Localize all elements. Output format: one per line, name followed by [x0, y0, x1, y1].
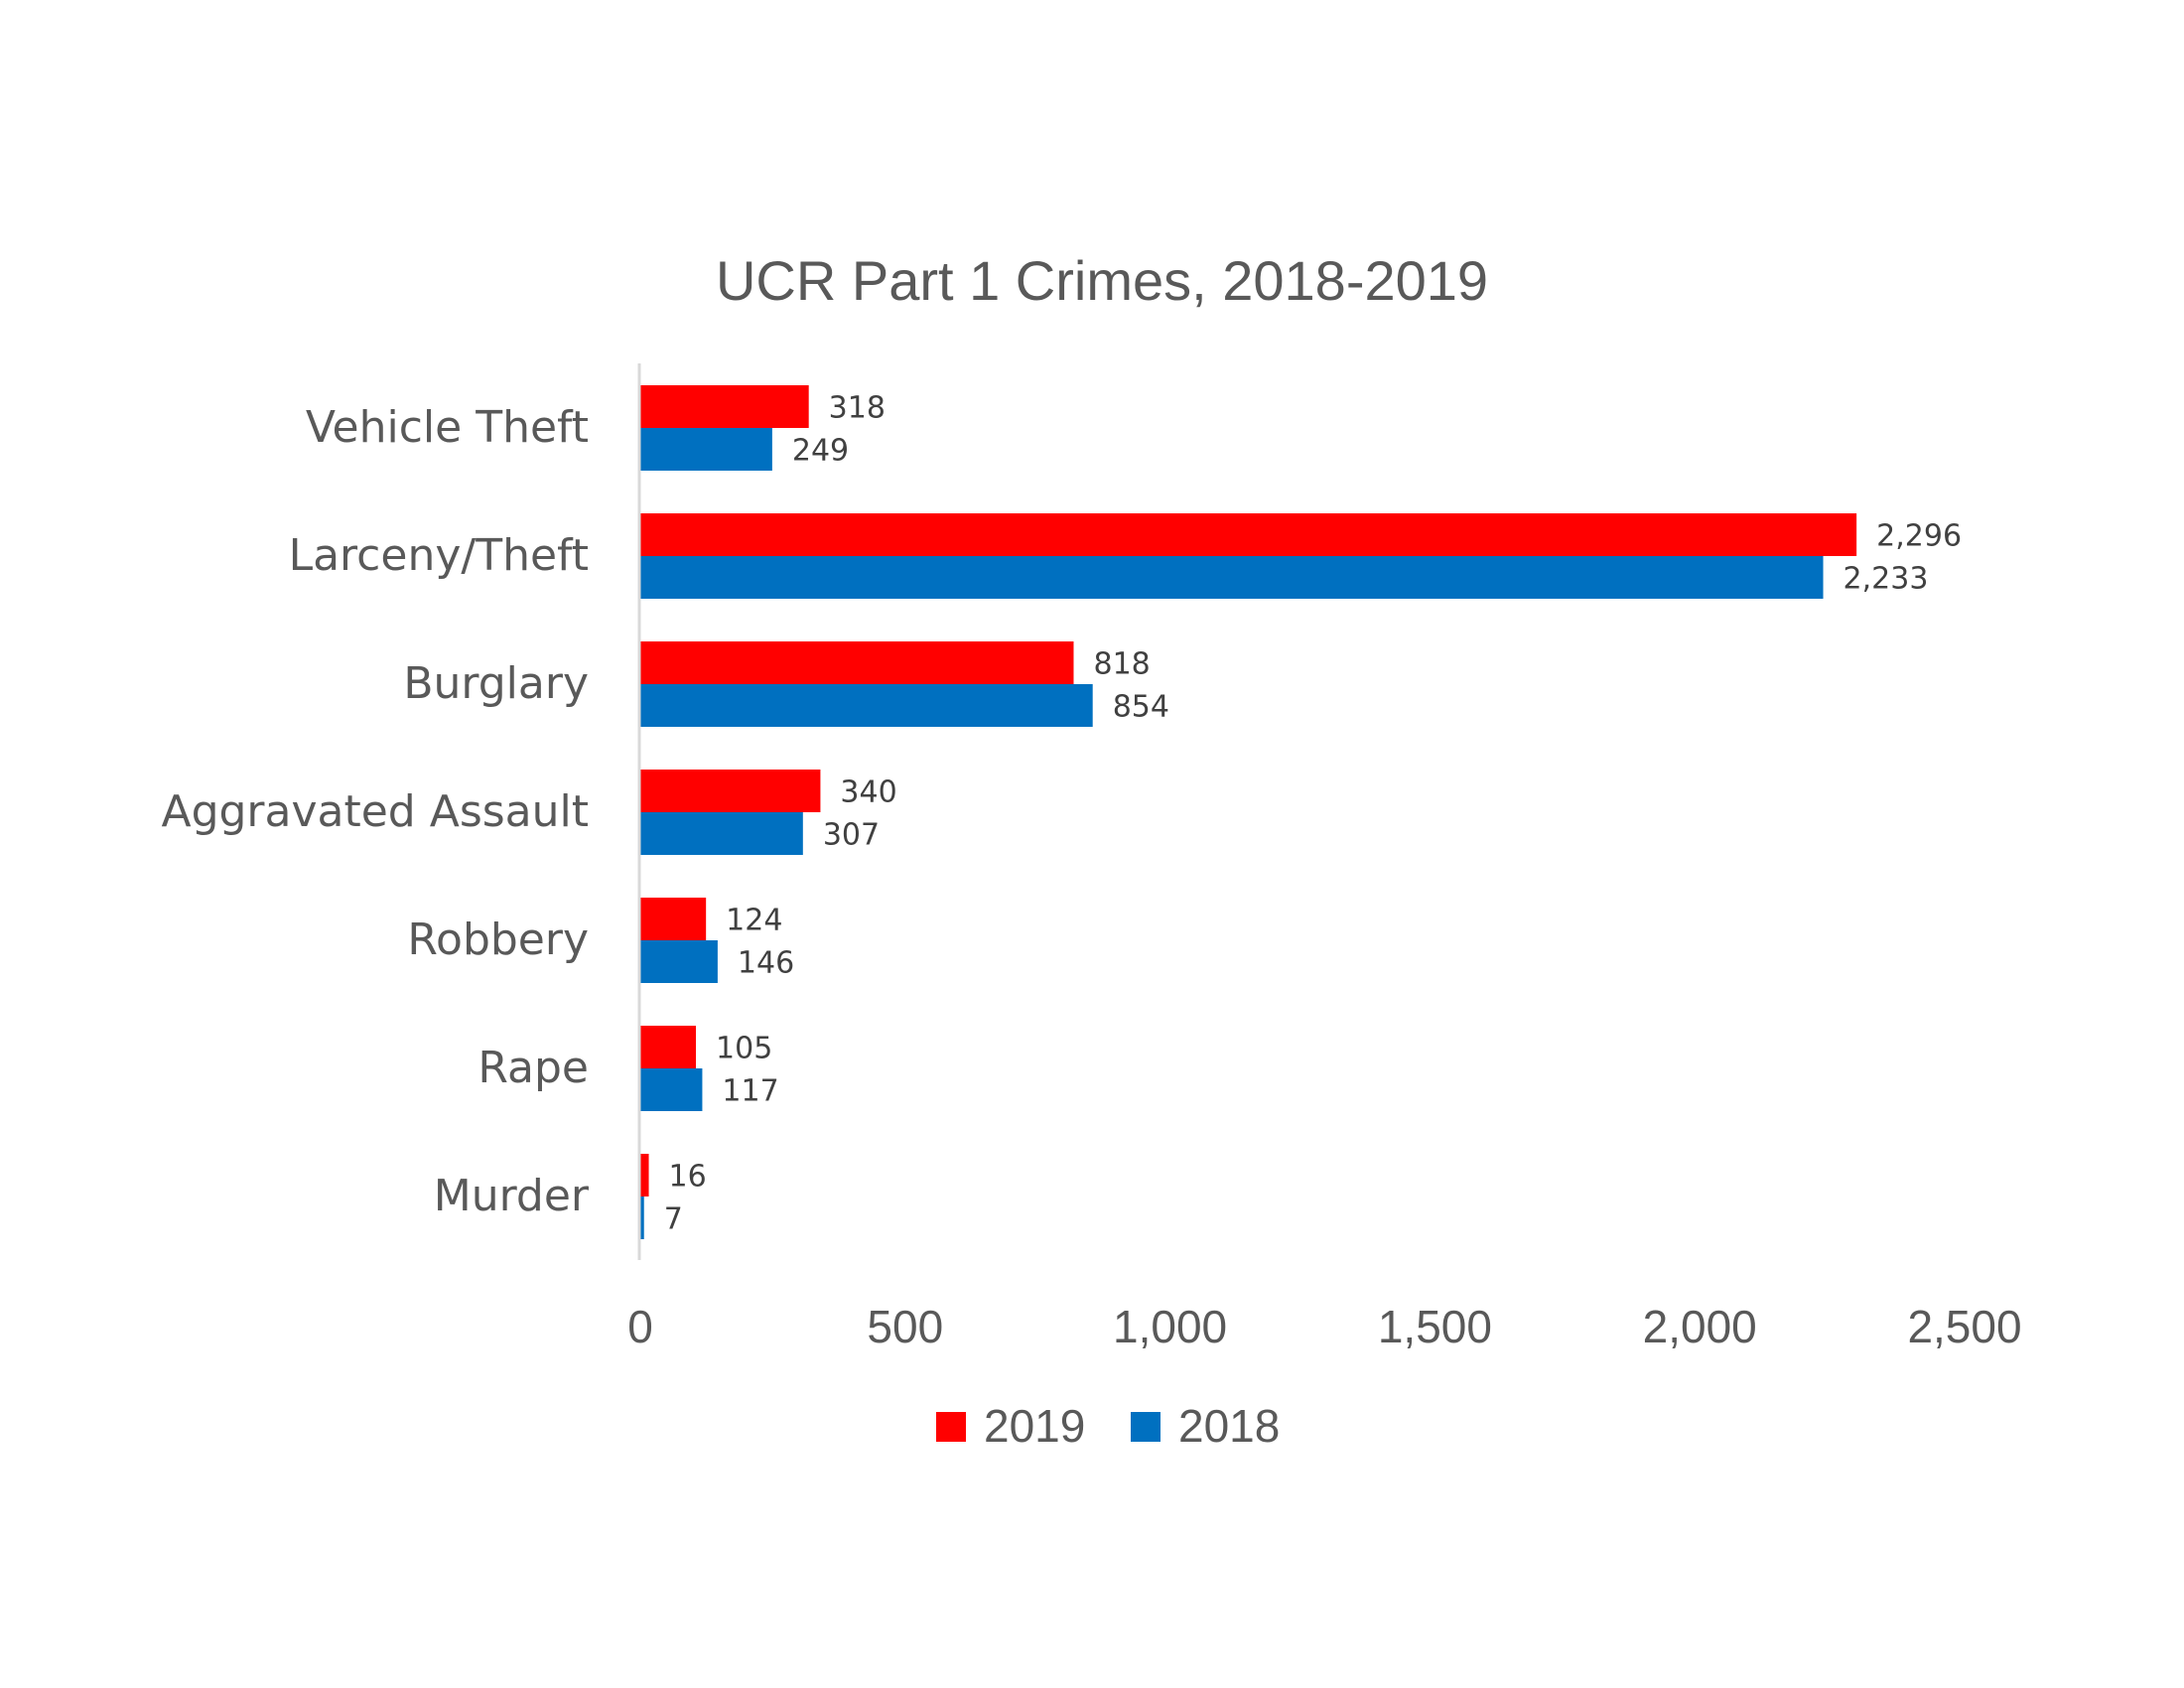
- category-labels: Vehicle Theft Larceny/Theft Burglary Aggrav…: [161, 402, 589, 1221]
- data-label-2019: 16: [669, 1160, 707, 1195]
- bar-2018: [640, 940, 718, 983]
- category-label: Vehicle Theft: [306, 402, 589, 453]
- category-label: Larceny/Theft: [289, 530, 589, 581]
- data-label-2018: 249: [792, 434, 849, 469]
- x-tick-label: 1,000: [1113, 1301, 1227, 1352]
- data-label-2019: 340: [840, 775, 896, 810]
- bars-group: [640, 385, 1857, 1239]
- category-label: Burglary: [403, 658, 589, 709]
- x-tick-label: 0: [627, 1301, 653, 1352]
- data-label-2019: 2,296: [1876, 519, 1962, 554]
- bar-2019: [640, 513, 1857, 556]
- x-tick-label: 2,500: [1907, 1301, 2021, 1352]
- bar-2018: [640, 1196, 644, 1239]
- category-label: Rape: [478, 1043, 589, 1093]
- category-label: Murder: [434, 1171, 590, 1221]
- data-label-2019: 105: [716, 1032, 772, 1066]
- data-label-2018: 7: [664, 1202, 683, 1237]
- bar-2018: [640, 684, 1093, 727]
- bar-2019: [640, 1154, 649, 1196]
- data-labels: 318 249 2,296 2,233 818 854 340 307 124 146 105 117…: [664, 391, 1962, 1237]
- data-label-2018: 307: [823, 818, 880, 853]
- legend-label-2018: 2018: [1178, 1400, 1280, 1452]
- bar-2019: [640, 898, 707, 940]
- bar-2019: [640, 641, 1074, 684]
- bar-2019: [640, 385, 809, 428]
- bar-2018: [640, 812, 803, 855]
- data-label-2019: 818: [1093, 647, 1150, 682]
- bar-2018: [640, 1068, 703, 1111]
- data-label-2018: 146: [738, 946, 794, 981]
- legend-swatch-2019: [936, 1412, 966, 1442]
- x-tick-label: 1,500: [1378, 1301, 1492, 1352]
- bar-2018: [640, 556, 1824, 599]
- bar-2019: [640, 1026, 697, 1068]
- data-label-2018: 2,233: [1843, 562, 1929, 597]
- bar-2019: [640, 770, 821, 812]
- legend-swatch-2018: [1131, 1412, 1160, 1442]
- chart-title: UCR Part 1 Crimes, 2018-2019: [716, 249, 1488, 312]
- legend-label-2019: 2019: [984, 1400, 1085, 1452]
- x-tick-label: 500: [867, 1301, 943, 1352]
- category-label: Aggravated Assault: [161, 786, 589, 837]
- data-label-2019: 124: [726, 904, 782, 938]
- x-tick-label: 2,000: [1643, 1301, 1757, 1352]
- legend: 2019 2018: [936, 1400, 1280, 1452]
- x-axis-tick-labels: 0 500 1,000 1,500 2,000 2,500: [627, 1301, 2021, 1352]
- data-label-2018: 854: [1113, 690, 1169, 725]
- bar-2018: [640, 428, 772, 471]
- data-label-2019: 318: [829, 391, 886, 426]
- data-label-2018: 117: [722, 1074, 778, 1109]
- category-label: Robbery: [407, 914, 589, 965]
